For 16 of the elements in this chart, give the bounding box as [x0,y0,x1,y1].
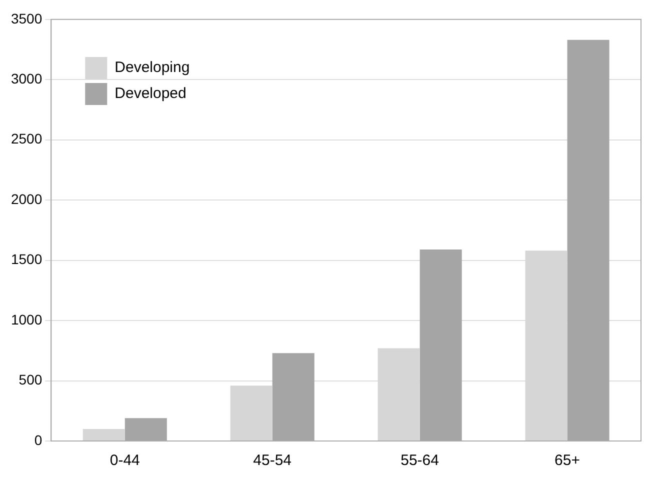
y-tick-label: 3000 [10,70,42,86]
x-tick-label: 55-64 [400,452,439,470]
x-tick-label: 45-54 [253,452,292,470]
y-tick-label: 1500 [10,251,42,268]
bar [82,428,125,440]
legend-label: Developed [114,85,186,102]
y-tick-label: 2000 [10,190,42,207]
x-tick-label: 65+ [554,452,580,470]
y-tick-label: 0 [34,432,42,448]
y-tick-label: 500 [18,372,42,388]
bar [230,386,272,440]
legend-label: Developing [114,59,190,76]
x-tick-label: 0-44 [110,452,140,470]
y-tick-label: 2500 [10,130,42,147]
y-tick-label: 1000 [10,311,42,328]
y-tick-label: 3500 [10,10,42,26]
